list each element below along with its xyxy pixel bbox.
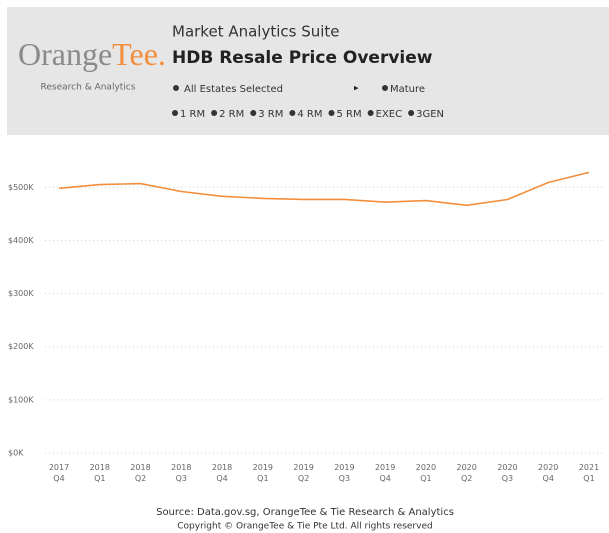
estate: All Estates Selected bbox=[184, 84, 283, 95]
y-tick-label: $200K bbox=[8, 342, 34, 351]
x-tick-label: 2017 Q4 bbox=[48, 463, 70, 483]
x-tick-label: 2018 Q3 bbox=[171, 463, 192, 483]
dot bbox=[382, 85, 388, 91]
maturity[interactable]: Mature bbox=[390, 84, 425, 95]
filter[interactable]: 2 RM bbox=[219, 109, 244, 120]
dot bbox=[173, 85, 179, 91]
x-tick-label: 2021 Q1 bbox=[578, 463, 600, 483]
title: HDB Resale Price Overview bbox=[172, 48, 433, 68]
filter[interactable]: 3 RM bbox=[258, 109, 283, 120]
x-tick-label: 2018 Q2 bbox=[130, 463, 151, 483]
dot bbox=[328, 110, 335, 116]
y-tick-label: $100K bbox=[8, 395, 34, 404]
x-tick-label: 2019 Q4 bbox=[374, 463, 396, 483]
y-tick-label: $500K bbox=[8, 183, 34, 192]
dot bbox=[250, 110, 257, 116]
logo-tagline: Research & Analytics bbox=[41, 83, 136, 93]
dot bbox=[211, 110, 218, 116]
suite: Market Analytics Suite bbox=[172, 23, 340, 41]
x-tick-label: 2018 Q4 bbox=[211, 463, 233, 483]
copyright: Copyright © OrangeTee & Tie Pte Ltd. All… bbox=[177, 522, 432, 532]
filters: 1 RM 2 RM 3 RM 4 RM 5 RM EXEC 3GEN bbox=[172, 109, 444, 120]
x-tick-label: 2019 Q3 bbox=[334, 463, 355, 483]
line bbox=[58, 171, 590, 207]
y-tick-label: $0K bbox=[8, 449, 24, 458]
logo: OrangeTee. bbox=[18, 36, 166, 72]
filter[interactable]: 5 RM bbox=[337, 109, 362, 120]
arrow[interactable]: ▸ bbox=[354, 84, 359, 94]
source: Source: Data.gov.sg, OrangeTee & Tie Res… bbox=[156, 507, 454, 518]
filter[interactable]: 4 RM bbox=[297, 109, 322, 120]
x-tick-label: 2020 Q3 bbox=[497, 463, 518, 483]
dot bbox=[367, 110, 374, 116]
filter[interactable]: 3GEN bbox=[416, 109, 444, 120]
filter[interactable]: EXEC bbox=[376, 109, 402, 120]
dot bbox=[172, 110, 178, 116]
dot bbox=[408, 110, 415, 116]
x-tick-label: 2018 Q1 bbox=[89, 463, 110, 483]
x-tick-label: 2019 Q1 bbox=[252, 463, 274, 483]
x-tick-label: 2019 Q2 bbox=[293, 463, 314, 483]
logo-part2: Tee. bbox=[112, 36, 166, 72]
header-band bbox=[7, 7, 609, 135]
x-tick-label: 2020 Q1 bbox=[415, 463, 437, 483]
y-tick-label: $300K bbox=[8, 289, 34, 298]
filter[interactable]: 1 RM bbox=[180, 109, 205, 120]
dot bbox=[289, 110, 296, 116]
x-tick-label: 2020 Q2 bbox=[456, 463, 477, 483]
y-tick-label: $400K bbox=[8, 236, 34, 245]
logo-part1: Orange bbox=[18, 36, 112, 72]
x-tick-label: 2020 Q4 bbox=[538, 463, 559, 483]
